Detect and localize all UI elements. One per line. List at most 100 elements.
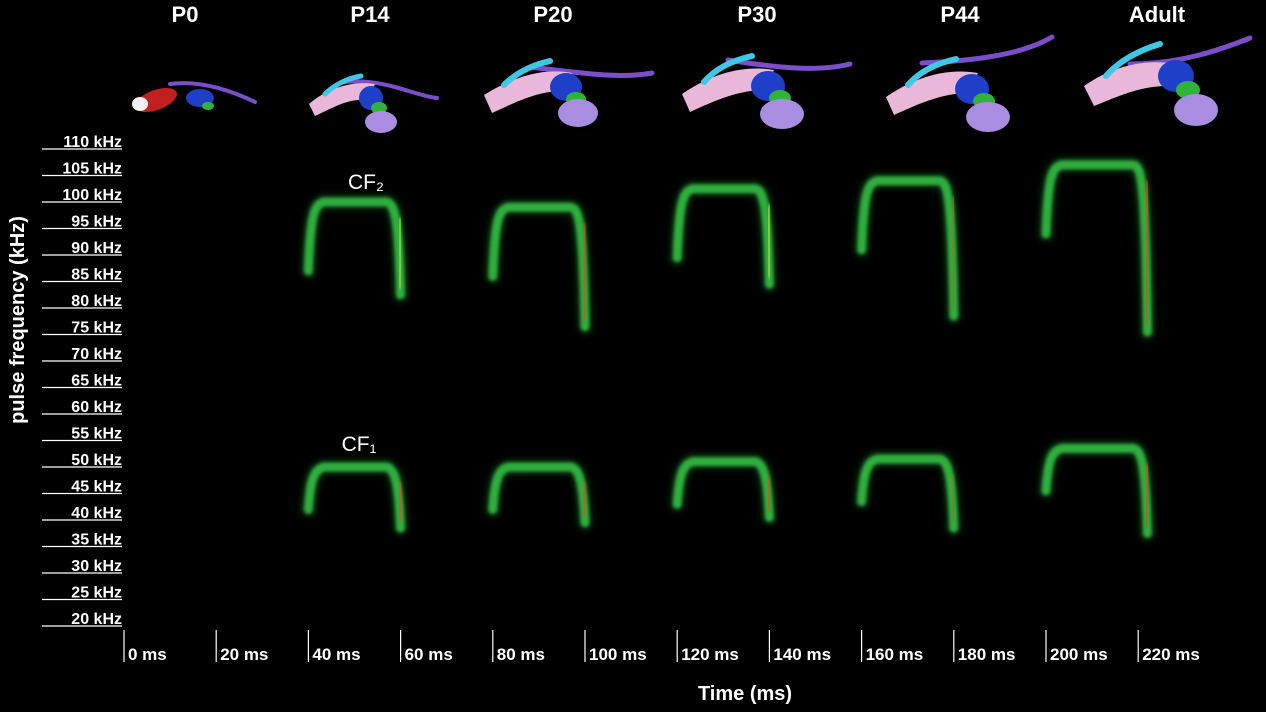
call-p30-cf2 [669, 180, 778, 293]
anatomy-image-p0 [132, 81, 257, 113]
call-band [672, 184, 774, 289]
y-tick-label: 50 kHz [71, 452, 122, 469]
call-fm-tail [950, 196, 956, 310]
y-tick: 25 kHz [42, 585, 122, 602]
call-fm-tail [1144, 464, 1150, 528]
y-tick-label: 95 kHz [71, 214, 122, 231]
y-tick-label: 60 kHz [71, 399, 122, 416]
y-axis: 110 kHz 105 kHz 100 kHz 95 kHz 90 kHz 85 kHz 8… [42, 134, 122, 628]
y-tick: 100 kHz [42, 187, 122, 204]
harmonic-label: CF₁ [342, 433, 377, 456]
y-tick-label: 75 kHz [71, 320, 122, 337]
y-tick: 30 kHz [42, 558, 122, 575]
y-tick: 105 kHz [42, 161, 122, 178]
x-tick: 220 ms [1137, 630, 1200, 664]
x-tick-label: 160 ms [866, 645, 924, 664]
x-tick-label: 80 ms [497, 645, 545, 664]
call-glow [1038, 156, 1156, 340]
call-band [1041, 443, 1152, 538]
call-p14-cf1 [300, 458, 409, 536]
stage-label-p30: P30 [737, 2, 776, 27]
x-axis-title: Time (ms) [698, 683, 792, 705]
call-p44-cf2 [853, 172, 962, 324]
y-tick: 40 kHz [42, 505, 122, 522]
x-tick-label: 200 ms [1050, 645, 1108, 664]
y-tick: 110 kHz [42, 134, 122, 151]
x-tick: 100 ms [584, 630, 647, 664]
y-tick-label: 20 kHz [71, 611, 122, 628]
call-fm-tail [397, 482, 403, 522]
x-tick: 200 ms [1045, 630, 1108, 664]
x-tick: 120 ms [676, 630, 739, 664]
stage-label-adult: Adult [1129, 2, 1186, 27]
x-tick-label: 120 ms [681, 645, 739, 664]
y-tick-label: 80 kHz [71, 293, 122, 310]
y-axis-title: pulse frequency (kHz) [7, 216, 29, 424]
x-tick-label: 180 ms [958, 645, 1016, 664]
y-tick: 75 kHz [42, 320, 122, 337]
harmonic-labels: CF₂ CF₁ [342, 171, 385, 456]
stage-label-p0: P0 [172, 2, 199, 27]
call-p14-cf2 [300, 193, 409, 303]
y-tick-label: 90 kHz [71, 240, 122, 257]
call-glow [484, 199, 593, 335]
x-tick-label: 20 ms [220, 645, 268, 664]
call-glow [484, 458, 593, 531]
y-tick: 70 kHz [42, 346, 122, 363]
y-tick-label: 35 kHz [71, 532, 122, 549]
y-tick: 45 kHz [42, 479, 122, 496]
x-tick-label: 140 ms [773, 645, 831, 664]
x-tick-label: 40 ms [312, 645, 360, 664]
y-tick-label: 110 kHz [63, 134, 122, 151]
y-tick: 80 kHz [42, 293, 122, 310]
x-tick-label: 100 ms [589, 645, 647, 664]
call-fm-tail [582, 223, 587, 321]
y-tick: 85 kHz [42, 267, 122, 284]
call-glow [300, 458, 409, 536]
y-tick-label: 45 kHz [71, 479, 122, 496]
anatomy-image-p14 [309, 73, 439, 133]
call-adult-cf1 [1038, 440, 1156, 542]
y-tick: 55 kHz [42, 426, 122, 443]
x-tick: 180 ms [953, 630, 1016, 664]
y-tick-label: 100 kHz [62, 187, 122, 204]
call-fm-tail [766, 477, 772, 512]
call-glow [853, 451, 962, 536]
call-glow [669, 180, 778, 293]
x-tick: 40 ms [307, 630, 361, 664]
x-tick-label: 220 ms [1142, 645, 1200, 664]
call-p20-cf2 [484, 199, 593, 335]
x-tick-label: 60 ms [405, 645, 453, 664]
x-axis: 0 ms 20 ms 40 ms 60 ms 80 ms 100 ms 120 ms 140 … [123, 630, 1200, 664]
call-fm-tail [766, 204, 772, 279]
y-tick: 90 kHz [42, 240, 122, 257]
y-tick: 95 kHz [42, 214, 122, 231]
call-glow [853, 172, 962, 324]
x-tick-label: 0 ms [128, 645, 167, 664]
y-tick-label: 40 kHz [71, 505, 122, 522]
call-fm-tail [582, 482, 587, 517]
y-tick-label: 25 kHz [71, 585, 122, 602]
x-tick: 20 ms [215, 630, 268, 664]
y-tick: 65 kHz [42, 373, 122, 390]
y-tick: 35 kHz [42, 532, 122, 549]
y-tick-label: 65 kHz [71, 373, 122, 390]
y-tick: 60 kHz [42, 399, 122, 416]
x-tick: 160 ms [860, 630, 924, 664]
x-tick: 140 ms [768, 630, 831, 664]
stage-label-p14: P14 [350, 2, 390, 27]
anatomy-image-adult [1084, 35, 1253, 126]
call-p20-cf1 [484, 458, 593, 531]
spectrogram-calls [300, 156, 1156, 542]
y-tick-label: 105 kHz [62, 161, 122, 178]
call-p44-cf1 [853, 451, 962, 536]
call-fm-tail [950, 474, 956, 522]
x-tick: 60 ms [400, 630, 453, 664]
y-tick: 50 kHz [42, 452, 122, 469]
anatomy-image-p20 [484, 58, 655, 127]
call-glow [1038, 440, 1156, 542]
y-tick-label: 55 kHz [71, 426, 122, 443]
call-adult-cf2 [1038, 156, 1156, 340]
call-band [857, 176, 959, 321]
